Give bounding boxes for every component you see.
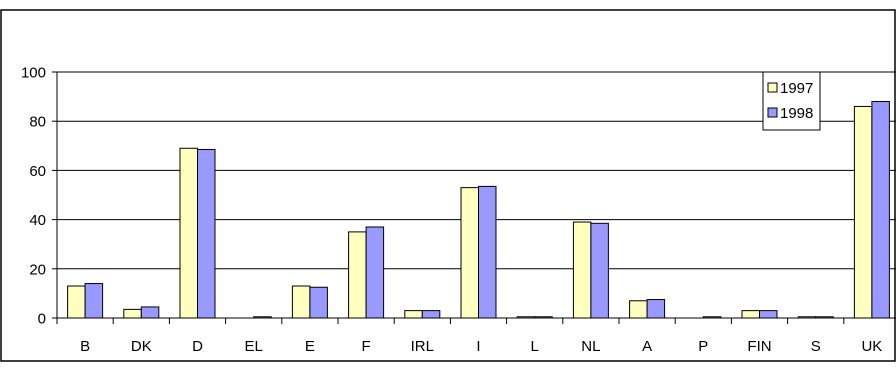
bar-1998-b [84,283,104,319]
y-tick-label: 60 [29,163,46,180]
bar-1998-d [197,148,216,319]
x-tick-label: F [362,338,371,355]
bar-1998-e [309,286,328,319]
bar-1998-nl [590,222,609,319]
bar-1997-f [348,231,367,319]
chart-border [0,9,896,362]
bars [67,101,890,319]
x-tick-label: NL [581,338,600,355]
x-tick-label: A [642,338,652,355]
x-tick-label: IRL [411,338,434,355]
bar-1998-dk [140,306,160,319]
tick-labels: 0 20 40 60 80 100 B DK D EL E F IRL I L NL A P FIN S UK [21,65,882,356]
bar-1998-irl [421,310,441,319]
axes [0,9,896,362]
bar-1997-b [67,285,86,319]
x-tick-label: EL [245,338,263,355]
bar-1997-irl [404,310,423,319]
bar-1997-nl [572,221,592,319]
bar-1997-i [460,187,479,319]
legend-label-1997: 1997 [780,80,813,97]
bar-1997-d [179,147,198,319]
bar-1998-f [365,226,385,319]
bar-1997-fin [741,310,760,319]
x-tick-label: L [531,338,539,355]
bar-1998-a [646,299,666,319]
legend-box [762,71,821,131]
y-tick-label: 100 [21,65,46,82]
y-tick-label: 80 [29,114,46,131]
x-tick-label: P [698,338,708,355]
legend: 1997 1998 [762,71,821,131]
bar-1998-uk [871,101,890,319]
bar-1998-fin [759,310,778,319]
x-tick-label: D [192,338,203,355]
y-tick-label: 0 [38,311,46,328]
bar-1998-i [478,185,497,319]
x-tick-label: UK [861,338,882,355]
y-tick-label: 40 [29,212,46,229]
bar-1997-a [629,300,648,319]
y-tick-label: 20 [29,261,46,278]
x-tick-label: S [811,338,821,355]
x-tick-label: B [80,338,90,355]
bar-1997-uk [853,105,873,319]
x-tick-label: I [476,338,480,355]
legend-swatch-1998 [767,107,778,118]
x-tick-label: E [305,338,315,355]
bar-1997-e [291,285,311,319]
x-tick-label: FIN [747,338,771,355]
x-tick-label: DK [131,338,152,355]
legend-swatch-1997 [767,82,778,93]
legend-label-1998: 1998 [780,105,813,122]
bar-1997-dk [123,308,142,319]
